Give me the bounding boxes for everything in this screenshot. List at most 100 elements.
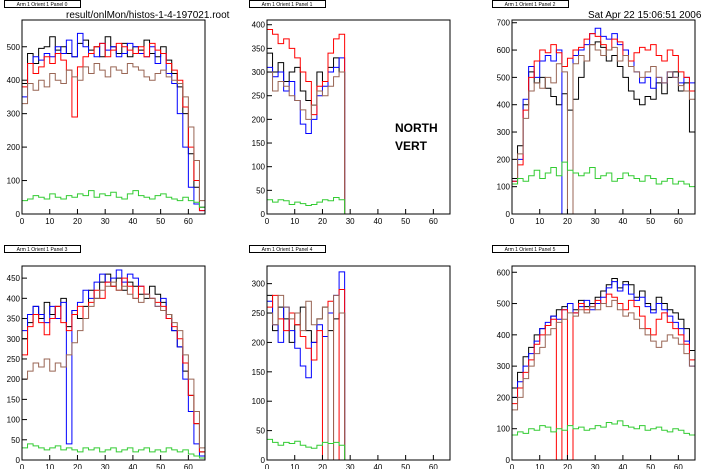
panel-frame	[511, 19, 696, 215]
panel-frame	[266, 19, 451, 215]
series-red	[511, 293, 696, 461]
x-tick-label: 50	[156, 217, 165, 226]
x-tick-label: 50	[401, 217, 410, 226]
series-red	[21, 42, 206, 214]
x-tick-label: 0	[20, 217, 25, 226]
y-tick-label: 50	[11, 436, 20, 445]
date-label: Sat Apr 22 15:06:51 2006	[588, 10, 702, 21]
y-tick-label: 600	[497, 46, 511, 55]
panel-frame	[266, 265, 451, 461]
y-tick-label: 150	[7, 395, 21, 404]
x-tick-label: 0	[265, 217, 270, 226]
series-blue	[511, 281, 696, 460]
y-tick-label: 300	[497, 128, 511, 137]
x-tick-label: 20	[73, 463, 82, 469]
x-tick-label: 30	[101, 217, 110, 226]
x-tick-label: 0	[265, 463, 270, 469]
panel-frame	[21, 19, 206, 215]
panel-title: Arm 1 Orient 1 Panel 2	[505, 2, 556, 8]
x-tick-label: 40	[373, 217, 382, 226]
x-tick-label: 30	[101, 463, 110, 469]
x-tick-label: 10	[290, 463, 299, 469]
x-tick-label: 10	[535, 463, 544, 469]
x-tick-label: 40	[373, 463, 382, 469]
series-blue	[266, 57, 450, 215]
annotation-north: NORTH	[395, 121, 438, 135]
series-brown	[21, 62, 206, 214]
panel-title: Arm 1 Orient 1 Panel 3	[17, 247, 68, 253]
y-tick-label: 400	[497, 101, 511, 110]
series-green	[511, 420, 696, 460]
y-tick-label: 700	[497, 19, 511, 28]
series-red	[21, 277, 206, 460]
panel-title: Arm 1 Orient 1 Panel 4	[262, 247, 313, 253]
series-green	[511, 161, 696, 214]
x-tick-label: 10	[45, 463, 54, 469]
y-tick-label: 100	[497, 425, 511, 434]
y-tick-label: 200	[252, 338, 266, 347]
x-tick-label: 40	[618, 217, 627, 226]
series-green	[21, 190, 206, 214]
y-tick-label: 200	[497, 155, 511, 164]
x-tick-label: 30	[346, 217, 355, 226]
y-tick-label: 500	[7, 43, 21, 52]
y-tick-label: 350	[252, 44, 266, 53]
y-tick-label: 400	[252, 21, 266, 30]
y-tick-label: 250	[252, 309, 266, 318]
x-tick-label: 40	[128, 463, 137, 469]
y-tick-label: 100	[252, 163, 266, 172]
series-blue	[266, 271, 450, 461]
panel-title-box	[4, 245, 81, 253]
x-tick-label: 50	[646, 463, 655, 469]
x-tick-label: 10	[535, 217, 544, 226]
x-tick-label: 30	[591, 217, 600, 226]
y-tick-label: 50	[256, 186, 265, 195]
y-tick-label: 0	[261, 210, 266, 219]
panel-title: Arm 1 Orient 1 Panel 0	[17, 2, 68, 8]
y-tick-label: 400	[7, 76, 21, 85]
y-tick-label: 100	[497, 183, 511, 192]
y-tick-label: 0	[506, 210, 511, 219]
series-black	[511, 41, 696, 214]
y-tick-label: 300	[252, 68, 266, 77]
panel-frame	[21, 265, 206, 461]
series-brown	[21, 281, 206, 460]
x-tick-label: 60	[184, 217, 193, 226]
x-tick-label: 60	[674, 217, 683, 226]
x-tick-label: 0	[510, 463, 515, 469]
y-tick-label: 400	[497, 331, 511, 340]
x-tick-label: 60	[674, 463, 683, 469]
y-tick-label: 0	[16, 210, 21, 219]
panel-title-box	[492, 245, 569, 253]
y-tick-label: 250	[252, 92, 266, 101]
x-tick-label: 60	[429, 463, 438, 469]
x-tick-label: 50	[646, 217, 655, 226]
y-tick-label: 200	[7, 143, 21, 152]
y-tick-label: 300	[497, 362, 511, 371]
x-tick-label: 10	[290, 217, 299, 226]
y-tick-label: 100	[7, 416, 21, 425]
x-tick-label: 10	[45, 217, 54, 226]
y-tick-label: 0	[261, 456, 266, 465]
panel-title: Arm 1 Orient 1 Panel 1	[262, 2, 313, 8]
series-green	[21, 443, 206, 460]
annotation-vert: VERT	[395, 139, 428, 153]
x-tick-label: 60	[429, 217, 438, 226]
y-tick-label: 350	[7, 315, 21, 324]
series-brown	[511, 44, 696, 215]
series-black	[511, 278, 696, 460]
panel-title-box	[249, 245, 326, 253]
y-tick-label: 50	[256, 427, 265, 436]
y-tick-label: 200	[7, 375, 21, 384]
y-tick-label: 500	[497, 300, 511, 309]
x-tick-label: 30	[346, 463, 355, 469]
x-tick-label: 20	[563, 463, 572, 469]
x-tick-label: 0	[20, 463, 25, 469]
x-tick-label: 60	[184, 463, 193, 469]
y-tick-label: 200	[252, 115, 266, 124]
x-tick-label: 20	[73, 217, 82, 226]
series-red	[511, 33, 696, 214]
x-tick-label: 40	[128, 217, 137, 226]
y-tick-label: 300	[7, 335, 21, 344]
